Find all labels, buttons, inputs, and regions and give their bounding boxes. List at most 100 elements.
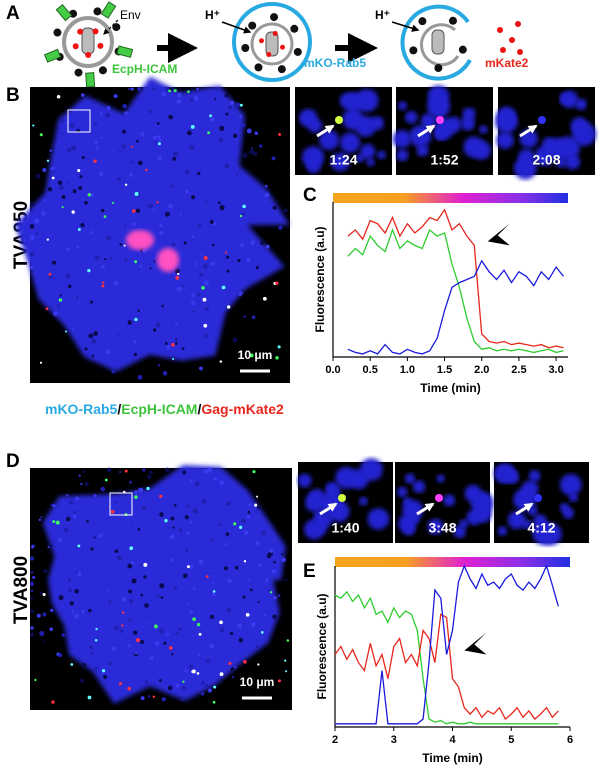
spot [169,534,175,540]
spot [170,652,174,656]
spot [196,87,199,91]
spot [49,149,52,152]
spot [224,93,229,98]
spot [175,338,178,341]
spot [242,212,246,215]
spot [427,95,450,119]
spot [126,230,154,250]
spot [214,87,219,92]
spot [182,680,185,683]
spot [196,672,200,675]
cell-body [42,465,286,704]
spot [132,222,137,226]
spot [117,177,122,181]
spot [137,309,140,312]
spot [128,172,133,177]
spot [173,586,178,591]
spot [57,303,60,307]
y-axis-title: Fluorescence (a.u) [313,226,327,332]
spot [397,101,408,111]
spot [117,489,121,492]
spot [182,573,188,579]
spot [168,203,173,209]
spot [237,623,243,629]
spot [521,480,539,498]
spot [342,108,364,130]
spot [166,632,170,637]
spot [272,614,277,619]
spot [82,470,85,473]
spot [219,480,225,486]
spot [77,169,81,173]
spot [246,514,251,519]
label: Env [120,8,141,22]
spot [210,117,215,122]
dot [254,63,263,72]
spot [463,136,485,158]
spot [221,285,226,290]
spot [161,696,166,702]
spot [87,193,91,197]
micrographs: 10 μm 10 μm 1:24 1:52 2:08 1:40 3:48 4:12 [15,76,596,710]
spot [404,473,416,484]
spot [36,613,41,618]
spot [81,609,85,614]
spot [107,589,110,592]
spot [90,547,94,551]
spot [155,322,161,328]
spot [427,518,444,535]
schematic: Env H⁺ H⁺ EcpH-ICAM mKO-Rab5 mKate2 [43,1,529,88]
spot [254,131,259,136]
spot [86,519,89,523]
spot [76,296,79,299]
spot [29,251,35,257]
spot [111,369,116,374]
spot [46,238,49,241]
spot [140,696,145,701]
capsid [431,29,445,55]
dot [272,30,278,36]
time-label: 2:08 [532,152,560,168]
spot [138,487,144,493]
spot [49,627,53,632]
legend-separator: / [197,401,201,417]
spot [113,281,118,286]
spot [198,632,202,636]
spot [133,339,137,344]
spot [172,156,177,161]
spot [71,210,75,214]
spot [48,599,51,603]
time-gradient [333,193,568,203]
vesicle [534,494,542,502]
spot [77,544,81,548]
spot [219,360,223,363]
event-arrowhead [487,223,510,246]
x-tick-label: 4 [449,734,456,746]
spot [127,644,131,648]
spot [29,581,35,587]
spot [67,588,72,593]
spot [178,528,183,532]
spot [127,320,132,325]
spot [61,633,66,637]
spot [55,520,60,525]
spot [152,208,155,212]
spot [186,130,192,136]
spot [49,275,53,279]
spot [173,89,177,93]
spot [157,142,161,146]
spot [59,294,62,297]
spot [251,147,254,150]
spot [355,88,379,112]
spot [209,643,215,649]
spot [191,195,196,200]
spot [122,103,127,109]
spot [265,244,270,249]
spot [246,257,251,262]
dot [85,51,92,58]
spot [149,656,154,661]
spot [377,150,386,160]
spot [127,87,131,91]
dot [77,28,84,35]
spot [119,470,122,474]
